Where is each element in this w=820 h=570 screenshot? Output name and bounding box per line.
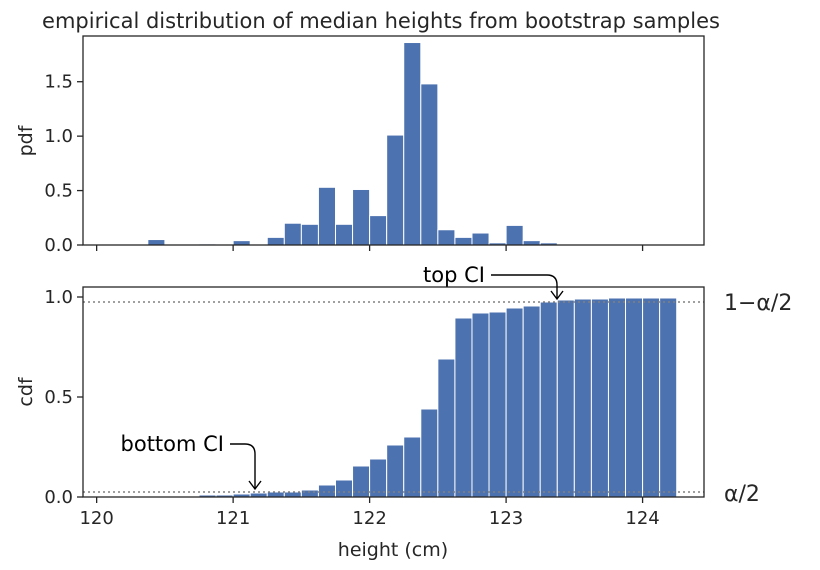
bar — [625, 297, 644, 498]
bar — [437, 358, 456, 498]
y-tick-label: 0.0 — [44, 487, 73, 508]
bar — [556, 299, 575, 498]
bar — [334, 479, 354, 498]
bar — [420, 83, 439, 246]
bar — [317, 186, 336, 246]
annotation-top-ci-arrowhead — [550, 290, 564, 301]
cdf-x-axis-label: height (cm) — [338, 539, 448, 561]
bar — [352, 188, 371, 246]
bar — [505, 307, 524, 498]
cdf-reference-lines — [83, 301, 704, 493]
chart-title: empirical distribution of median heights… — [42, 9, 720, 33]
bar — [454, 317, 473, 498]
bar — [573, 298, 592, 498]
annotation-bottom-ci-arrowhead — [248, 480, 262, 491]
annotation-top-ci-arrow — [491, 274, 558, 299]
pdf-plot-frame — [82, 35, 705, 246]
bar — [471, 312, 490, 498]
bar — [317, 484, 336, 498]
x-tick-label: 121 — [216, 508, 250, 529]
bar — [369, 215, 388, 246]
bar — [300, 223, 319, 246]
cdf-y-axis-label: cdf — [15, 376, 37, 407]
bar — [488, 311, 507, 498]
y-tick-label: 0.5 — [44, 387, 73, 408]
bar — [334, 223, 354, 246]
pdf-bars — [147, 42, 558, 246]
bar — [539, 301, 558, 498]
bar — [300, 489, 319, 498]
cdf-plot-frame — [82, 286, 705, 498]
bar — [522, 240, 541, 246]
y-tick-label: 1.0 — [44, 287, 73, 308]
bar — [471, 232, 490, 246]
annotation-bottom-ci: bottom CI — [121, 432, 224, 456]
y-tick-label: 0.0 — [44, 235, 73, 256]
bar — [642, 297, 661, 498]
annotation-top-ci: top CI — [423, 263, 485, 287]
bar — [403, 436, 422, 498]
x-tick-label: 124 — [625, 508, 659, 529]
bar — [386, 444, 405, 498]
bar — [386, 134, 405, 246]
cdf-bars — [164, 297, 678, 498]
ref-line-label-bottom: α/2 — [724, 482, 760, 507]
bar — [147, 239, 166, 246]
pdf-ticks: 0.0 0.5 1.0 1.5 — [44, 72, 644, 256]
bar — [522, 305, 541, 498]
cdf-ticks: 120 121 122 123 124 0.0 0.5 1.0 — [44, 287, 659, 529]
bar — [420, 408, 439, 498]
x-tick-label: 123 — [489, 508, 523, 529]
y-tick-label: 1.0 — [44, 126, 73, 147]
bar — [607, 297, 627, 498]
x-tick-label: 120 — [79, 508, 113, 529]
bar — [505, 224, 524, 246]
y-tick-label: 1.5 — [44, 72, 73, 93]
pdf-y-axis-label: pdf — [15, 124, 37, 156]
bar — [403, 42, 422, 246]
bar — [590, 298, 609, 498]
x-tick-label: 122 — [352, 508, 386, 529]
bar — [266, 236, 285, 246]
bar — [454, 236, 473, 246]
annotation-bottom-ci-arrow — [230, 443, 256, 489]
bar — [352, 465, 371, 498]
bar — [232, 240, 251, 246]
bar — [659, 297, 678, 498]
bar — [283, 222, 302, 246]
ref-line-label-top: 1−α/2 — [724, 291, 792, 316]
bar — [437, 229, 456, 246]
y-tick-label: 0.5 — [44, 181, 73, 202]
